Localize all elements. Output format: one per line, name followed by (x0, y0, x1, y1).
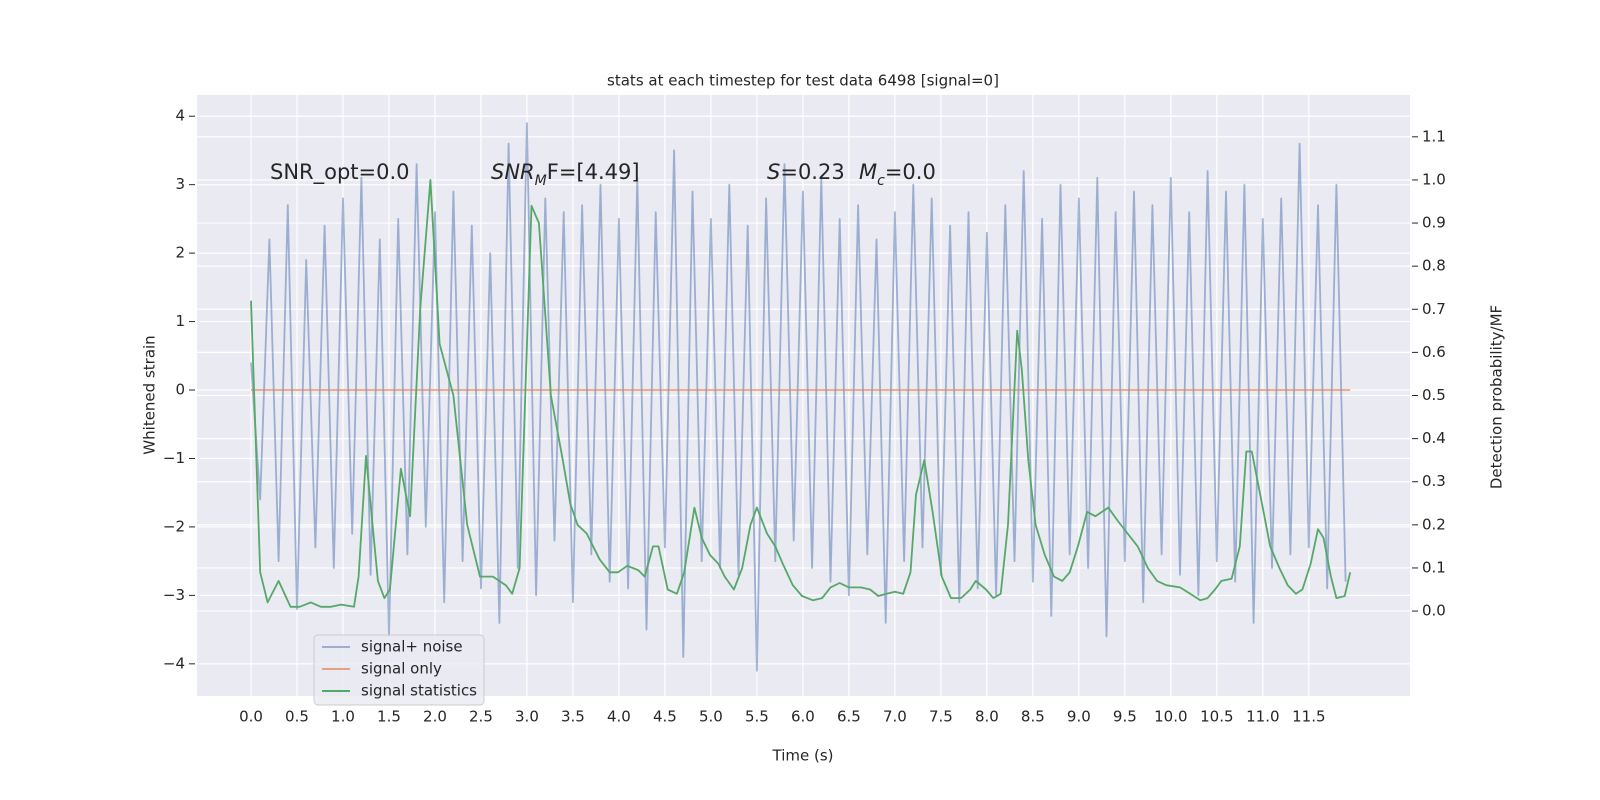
x-tick-label: 0.5 (285, 708, 309, 726)
x-tick-label: 4.0 (607, 708, 631, 726)
y2-tick-label: 0.9 (1422, 214, 1446, 232)
y2-tick-label: 0.6 (1422, 343, 1446, 361)
x-tick-label: 4.5 (653, 708, 677, 726)
annotation-part: SNR (491, 160, 535, 184)
annotation-part: =0.23 (780, 160, 844, 184)
annotation-part: c (877, 173, 885, 189)
y-tick-label: 3 (175, 175, 185, 193)
x-tick-label: 7.5 (929, 708, 953, 726)
y2-tick-label: 0.7 (1422, 300, 1446, 318)
y2-tick-label: 0.3 (1422, 472, 1446, 490)
y-tick-label: −2 (163, 517, 185, 535)
annotation-part: F=[4.49] (547, 160, 640, 184)
legend-box (313, 634, 485, 706)
x-tick-label: 6.5 (837, 708, 861, 726)
annotation: S=0.23 (767, 160, 845, 184)
y-tick-label: −4 (163, 654, 185, 672)
x-tick-label: 0.0 (239, 708, 263, 726)
y-tick-label: −3 (163, 586, 185, 604)
annotation: SNRMF=[4.49] (491, 160, 640, 189)
annotation: SNR_opt=0.0 (270, 160, 410, 185)
y-tick-label: 2 (175, 244, 185, 262)
x-tick-label: 11.5 (1292, 708, 1325, 726)
y2-tick-label: 1.1 (1422, 127, 1446, 145)
legend-label: signal only (361, 660, 442, 678)
x-tick-label: 1.5 (377, 708, 401, 726)
y-axis-label: Whitened strain (141, 335, 159, 454)
x-tick-label: 6.0 (791, 708, 815, 726)
x-tick-label: 2.5 (469, 708, 493, 726)
y-tick-label: −1 (163, 449, 185, 467)
x-tick-label: 9.0 (1067, 708, 1091, 726)
annotation-part: M (535, 173, 547, 189)
legend-label: signal+ noise (361, 638, 463, 656)
y-tick-label: 1 (175, 312, 185, 330)
y-tick-label: 4 (175, 107, 185, 125)
x-tick-label: 3.5 (561, 708, 585, 726)
x-tick-label: 8.0 (975, 708, 999, 726)
x-tick-label: 5.0 (699, 708, 723, 726)
annotation: Mc=0.0 (859, 160, 936, 189)
x-tick-label: 2.0 (423, 708, 447, 726)
y2-tick-label: 0.0 (1422, 602, 1446, 620)
y2-tick-label: 1.0 (1422, 170, 1446, 188)
y2-tick-label: 0.2 (1422, 515, 1446, 533)
x-tick-label: 10.0 (1154, 708, 1187, 726)
chart-title: stats at each timestep for test data 649… (607, 72, 999, 90)
x-tick-label: 5.5 (745, 708, 769, 726)
y2-axis-label: Detection probability/MF (1488, 305, 1506, 489)
x-tick-label: 11.0 (1246, 708, 1279, 726)
y2-tick-label: 0.8 (1422, 257, 1446, 275)
legend: signal+ noise signal only signal statistic… (313, 634, 485, 706)
x-tick-label: 10.5 (1200, 708, 1233, 726)
y2-tick-label: 0.1 (1422, 558, 1446, 576)
y2-tick-label: 0.5 (1422, 386, 1446, 404)
series-line (250, 122, 1347, 672)
legend-label: signal statistics (361, 682, 477, 700)
x-tick-label: 7.0 (883, 708, 907, 726)
x-tick-label: 1.0 (331, 708, 355, 726)
series-line (250, 179, 1352, 608)
annotation-part: S (767, 160, 780, 184)
annotation-part: SNR_opt=0.0 (270, 160, 410, 185)
annotation-part: =0.0 (885, 160, 936, 184)
y-tick-label: 0 (175, 381, 185, 399)
x-axis-label: Time (s) (772, 747, 834, 765)
x-tick-label: 9.5 (1113, 708, 1137, 726)
x-tick-label: 8.5 (1021, 708, 1045, 726)
x-tick-label: 3.0 (515, 708, 539, 726)
y2-tick-label: 0.4 (1422, 429, 1446, 447)
annotation-part: M (859, 160, 877, 184)
